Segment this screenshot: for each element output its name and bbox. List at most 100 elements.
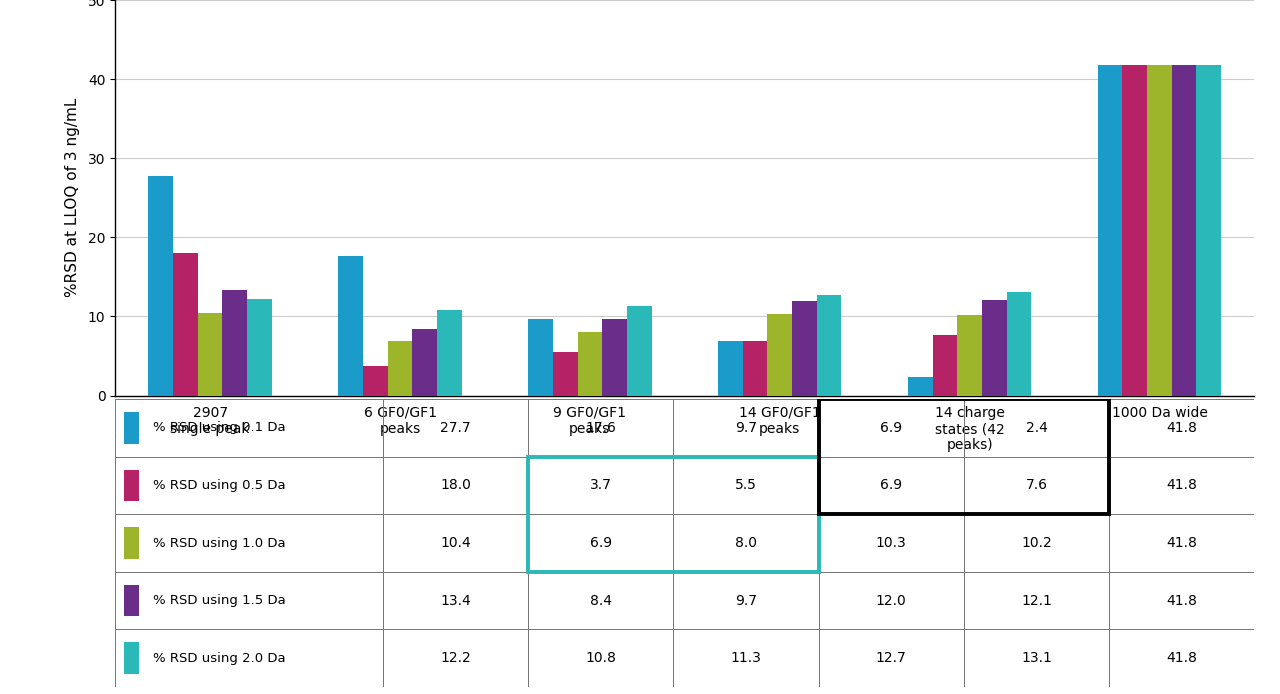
Bar [627, 306, 652, 396]
Text: 41.8: 41.8 [1166, 536, 1197, 550]
Bar [1110, 457, 1254, 514]
Text: 13.1: 13.1 [1021, 651, 1052, 666]
Bar [1123, 65, 1147, 396]
Bar [388, 341, 412, 396]
Bar [529, 572, 673, 629]
Text: 12.0: 12.0 [876, 593, 906, 608]
Bar [173, 253, 198, 396]
Text: 10.4: 10.4 [440, 536, 471, 550]
Text: 6.9: 6.9 [881, 421, 902, 435]
Text: 10.8: 10.8 [585, 651, 616, 666]
Bar [553, 352, 577, 396]
Bar [115, 629, 383, 687]
Bar [817, 295, 841, 396]
Bar [1171, 65, 1197, 396]
Bar [115, 399, 383, 457]
Text: % RSD using 0.5 Da: % RSD using 0.5 Da [152, 479, 285, 492]
Bar [383, 457, 529, 514]
Bar [383, 514, 529, 572]
Bar [673, 399, 819, 457]
Text: % RSD using 1.0 Da: % RSD using 1.0 Da [152, 536, 285, 550]
Text: 9.7: 9.7 [735, 593, 756, 608]
Bar [1110, 399, 1254, 457]
Bar [982, 300, 1006, 396]
Text: 12.2: 12.2 [440, 651, 471, 666]
Bar [964, 629, 1110, 687]
Bar [673, 457, 819, 514]
Bar [964, 399, 1110, 457]
Bar [718, 341, 742, 396]
Bar [383, 572, 529, 629]
Text: 9.7: 9.7 [735, 421, 756, 435]
Text: 41.8: 41.8 [1166, 421, 1197, 435]
Bar [115, 457, 383, 514]
Bar [247, 299, 271, 396]
Text: 10.3: 10.3 [876, 536, 906, 550]
Bar [1110, 629, 1254, 687]
Bar [792, 301, 817, 396]
Bar [124, 643, 140, 674]
Text: 6.9: 6.9 [881, 478, 902, 493]
Bar [124, 527, 140, 559]
Bar [383, 629, 529, 687]
Text: 8.4: 8.4 [590, 593, 612, 608]
Bar [673, 572, 819, 629]
Text: 3.7: 3.7 [590, 478, 612, 493]
Text: 41.8: 41.8 [1166, 593, 1197, 608]
Bar [964, 572, 1110, 629]
Bar [1147, 65, 1171, 396]
Bar [529, 319, 553, 396]
Text: 17.6: 17.6 [585, 421, 616, 435]
Bar [819, 629, 964, 687]
Y-axis label: %RSD at LLOQ of 3 ng/mL: %RSD at LLOQ of 3 ng/mL [64, 98, 79, 298]
Bar [529, 457, 673, 514]
Bar [529, 629, 673, 687]
Bar [964, 514, 1110, 572]
Bar [1006, 292, 1032, 396]
Bar [529, 514, 673, 572]
Bar [198, 313, 223, 396]
Bar [223, 289, 247, 396]
Bar [436, 310, 462, 396]
Bar [124, 585, 140, 616]
Text: 12.7: 12.7 [876, 651, 906, 666]
Text: 2.4: 2.4 [1025, 421, 1047, 435]
Bar [819, 399, 964, 457]
Text: 6.9: 6.9 [590, 536, 612, 550]
Text: 7.6: 7.6 [1025, 478, 1047, 493]
Bar [1110, 572, 1254, 629]
Bar [1098, 65, 1123, 396]
Text: 18.0: 18.0 [440, 478, 471, 493]
Bar [768, 314, 792, 396]
Bar [819, 572, 964, 629]
Bar [529, 457, 819, 572]
Text: % RSD using 2.0 Da: % RSD using 2.0 Da [152, 652, 285, 665]
Bar [673, 514, 819, 572]
Bar [742, 341, 768, 396]
Bar [124, 470, 140, 501]
Text: 11.3: 11.3 [731, 651, 762, 666]
Bar [364, 366, 388, 396]
Bar [819, 457, 964, 514]
Text: 41.8: 41.8 [1166, 651, 1197, 666]
Bar [338, 256, 364, 396]
Bar [957, 315, 982, 396]
Bar [1197, 65, 1221, 396]
Text: 10.2: 10.2 [1021, 536, 1052, 550]
Bar [529, 399, 673, 457]
Text: % RSD using 1.5 Da: % RSD using 1.5 Da [152, 594, 285, 607]
Text: 8.0: 8.0 [735, 536, 756, 550]
Bar [148, 176, 173, 396]
Text: % RSD using 0.1 Da: % RSD using 0.1 Da [152, 421, 285, 434]
Bar [577, 332, 602, 396]
Bar [115, 572, 383, 629]
Text: 12.1: 12.1 [1021, 593, 1052, 608]
Bar [819, 514, 964, 572]
Bar [1110, 514, 1254, 572]
Bar [933, 335, 957, 396]
Bar [602, 319, 627, 396]
Bar [673, 629, 819, 687]
Text: 13.4: 13.4 [440, 593, 471, 608]
Text: 41.8: 41.8 [1166, 478, 1197, 493]
Bar [908, 377, 933, 396]
